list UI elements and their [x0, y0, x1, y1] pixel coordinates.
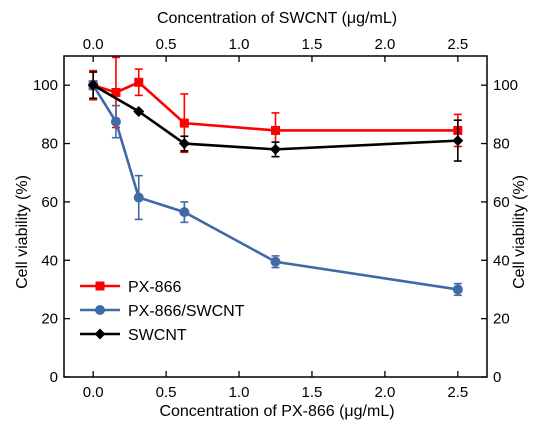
y-tick-label-right: 80: [493, 136, 510, 153]
x-axis-title-bottom: Concentration of PX-866 (μg/mL): [159, 403, 394, 420]
y-tick-label-left: 100: [33, 77, 58, 94]
y-tick-label-right: 100: [493, 77, 518, 94]
data-point: [87, 79, 99, 91]
plot-frame: [63, 55, 488, 378]
y-tick-label-right: 20: [493, 311, 510, 328]
y-tick-label-left: 40: [41, 252, 58, 269]
data-point: [452, 135, 464, 147]
data-point: [110, 116, 121, 127]
y-tick-label-right: 60: [493, 194, 510, 211]
legend-marker: [95, 305, 105, 315]
data-point: [271, 125, 280, 135]
series-swcnt: [87, 71, 464, 162]
legend-marker: [95, 281, 105, 291]
y-tick-label-left: 60: [41, 194, 58, 211]
x-tick-label-top: 1.5: [302, 36, 323, 53]
x-tick-label-bottom: 2.5: [447, 384, 468, 401]
y-tick-label-right: 40: [493, 252, 510, 269]
data-point: [452, 284, 463, 295]
data-point: [178, 138, 190, 150]
data-point: [179, 207, 190, 218]
data-point: [134, 77, 144, 87]
y-tick-label-right: 0: [493, 369, 501, 386]
legend-label: PX-866/SWCNT: [128, 303, 245, 320]
data-point: [133, 192, 144, 203]
legend-item: PX-866/SWCNT: [80, 303, 245, 320]
y-axis-title-left: Cell viability (%): [14, 175, 31, 289]
x-tick-label-top: 1.0: [229, 36, 250, 53]
data-point: [111, 87, 121, 97]
y-tick-label-left: 80: [41, 136, 58, 153]
data-point: [270, 143, 281, 155]
x-tick-label-top: 0.0: [83, 36, 104, 53]
x-tick-label-bottom: 0.5: [156, 384, 177, 401]
series-px-866: [88, 56, 463, 154]
legend-label: PX-866: [128, 279, 181, 296]
x-tick-label-top: 2.0: [374, 36, 395, 53]
x-tick-label-top: 2.5: [447, 36, 468, 53]
x-tick-label-bottom: 1.5: [302, 384, 323, 401]
data-point: [133, 105, 145, 117]
y-tick-label-left: 0: [50, 369, 58, 386]
legend-label: SWCNT: [128, 327, 187, 344]
x-tick-label-bottom: 2.0: [374, 384, 395, 401]
y-tick-label-left: 20: [41, 311, 58, 328]
legend-item: PX-866: [80, 279, 181, 296]
series-line: [92, 84, 459, 291]
ticks-layer: 0.0 0.5 1.0 1.5 2.0 2.5 0.0 0.5 1.0 1.5 2.0 2.5 0 0 20…: [33, 36, 518, 401]
series-px-866-swcnt: [88, 80, 463, 297]
x-tick-label-bottom: 1.0: [229, 384, 250, 401]
legend-item: SWCNT: [80, 327, 187, 344]
x-tick-label-bottom: 0.0: [83, 384, 104, 401]
series-layer: [87, 56, 464, 297]
legend: PX-866 PX-866/SWCNT SWCNT: [80, 279, 245, 344]
y-axis-title-right: Cell viability (%): [511, 175, 528, 289]
x-tick-label-top: 0.5: [156, 36, 177, 53]
data-point: [270, 256, 281, 267]
legend-marker: [94, 328, 106, 340]
data-point: [179, 118, 189, 128]
x-axis-title-top: Concentration of SWCNT (μg/mL): [157, 10, 397, 27]
